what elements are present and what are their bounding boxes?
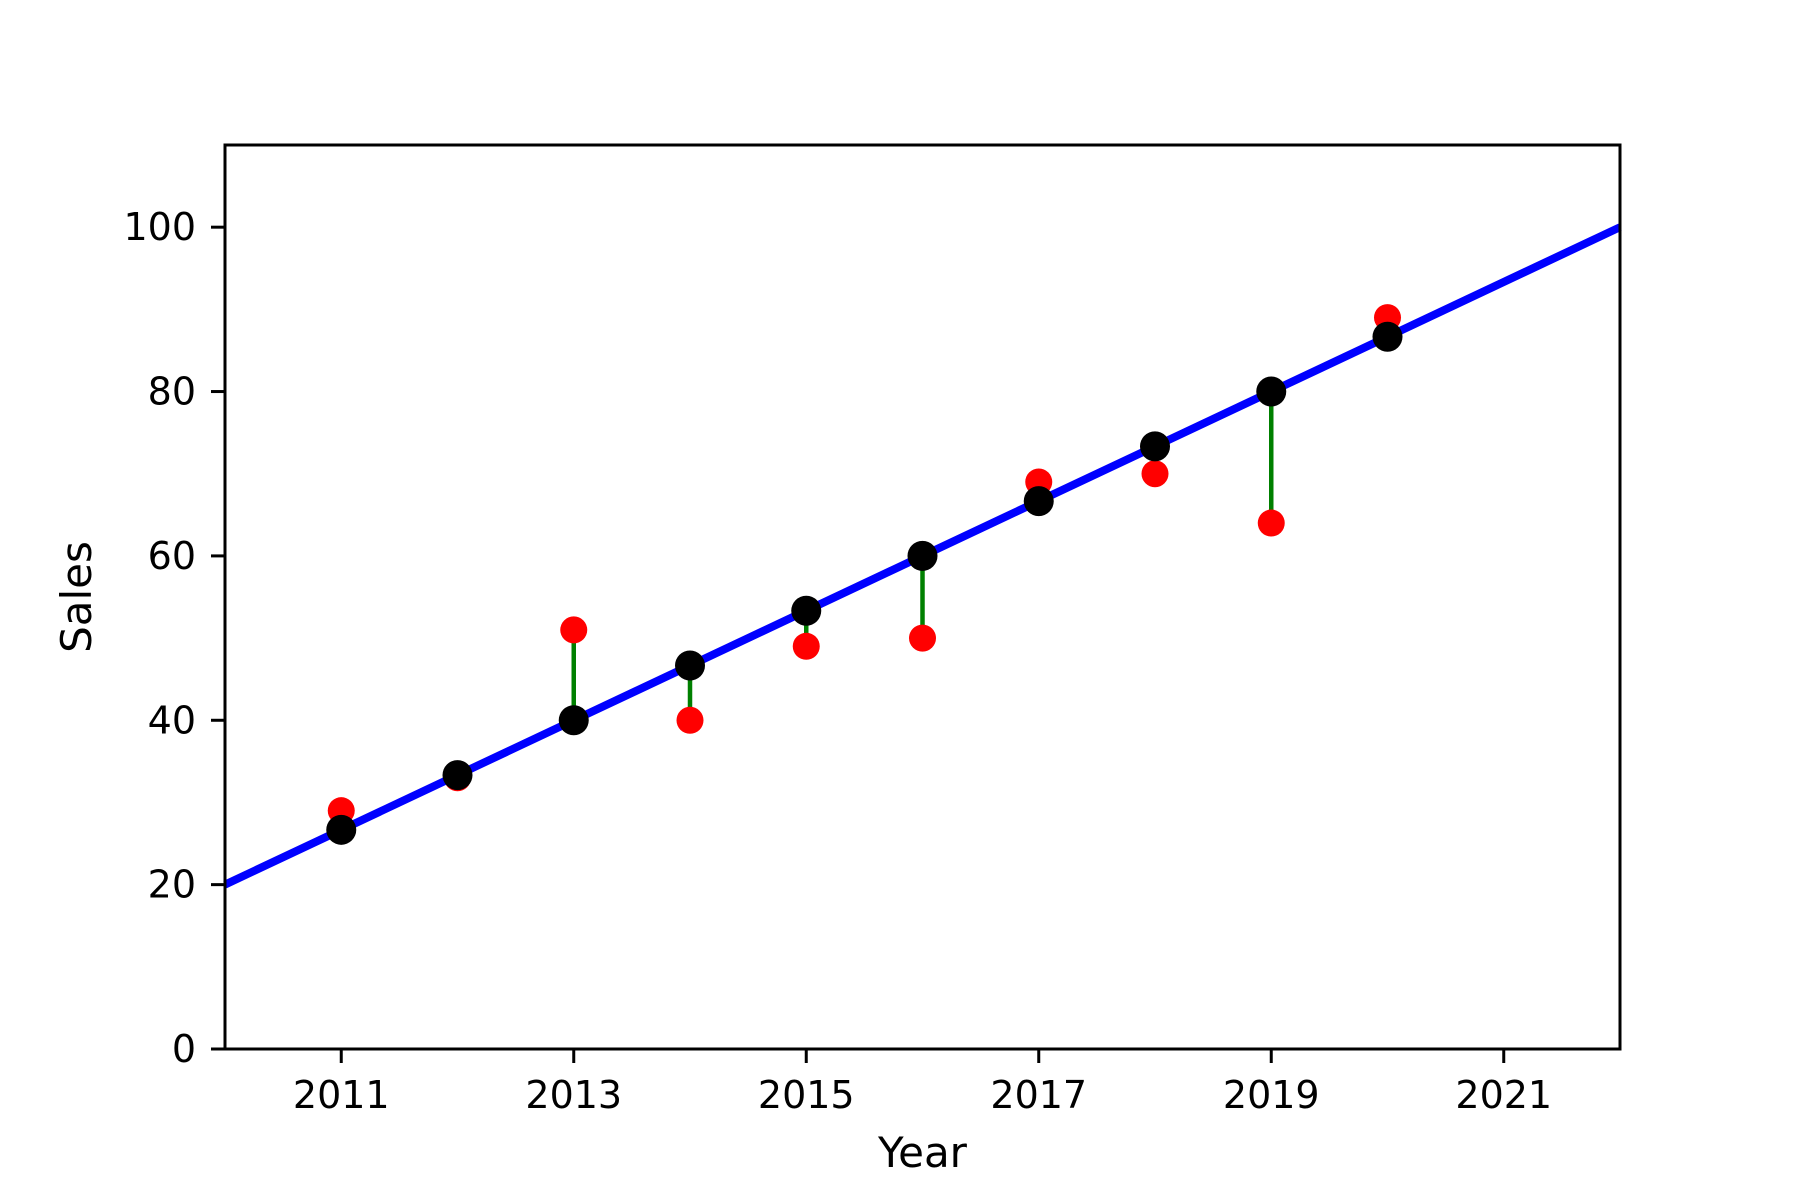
fitted-point-2015 bbox=[791, 595, 822, 626]
fitted-point-2016 bbox=[907, 540, 938, 571]
fitted-point-2017 bbox=[1023, 486, 1054, 517]
fitted-point-2014 bbox=[675, 650, 705, 681]
fitted-point-2018 bbox=[1140, 431, 1170, 462]
x-tick-label-2019: 2019 bbox=[1223, 1073, 1320, 1117]
y-tick-label-100: 100 bbox=[123, 205, 196, 249]
actual-point-2019 bbox=[1257, 509, 1285, 537]
fitted-point-2013 bbox=[558, 705, 589, 736]
fitted-point-2011 bbox=[326, 814, 357, 845]
x-tick-label-2011: 2011 bbox=[293, 1073, 390, 1117]
y-tick-label-60: 60 bbox=[148, 534, 196, 578]
actual-point-2016 bbox=[909, 624, 936, 652]
fitted-point-2019 bbox=[1256, 376, 1287, 407]
y-axis-label: Sales bbox=[52, 541, 101, 653]
fitted-point-2020 bbox=[1372, 321, 1403, 352]
actual-point-2018 bbox=[1141, 460, 1169, 488]
actual-point-2015 bbox=[792, 632, 820, 660]
plot-border bbox=[223, 143, 1622, 1051]
y-tick-label-40: 40 bbox=[148, 698, 196, 742]
fitted-point-2012 bbox=[442, 760, 473, 791]
y-tick-label-80: 80 bbox=[148, 370, 196, 414]
y-tick-label-20: 20 bbox=[148, 863, 196, 907]
y-tick-label-0: 0 bbox=[172, 1027, 196, 1071]
x-tick-label-2021: 2021 bbox=[1455, 1073, 1552, 1117]
x-tick-label-2013: 2013 bbox=[525, 1073, 622, 1117]
actual-point-2013 bbox=[560, 616, 588, 644]
x-axis-label: Year bbox=[877, 1128, 968, 1177]
x-tick-label-2015: 2015 bbox=[758, 1073, 855, 1117]
x-tick-label-2017: 2017 bbox=[990, 1073, 1087, 1117]
actual-point-2014 bbox=[676, 706, 704, 734]
